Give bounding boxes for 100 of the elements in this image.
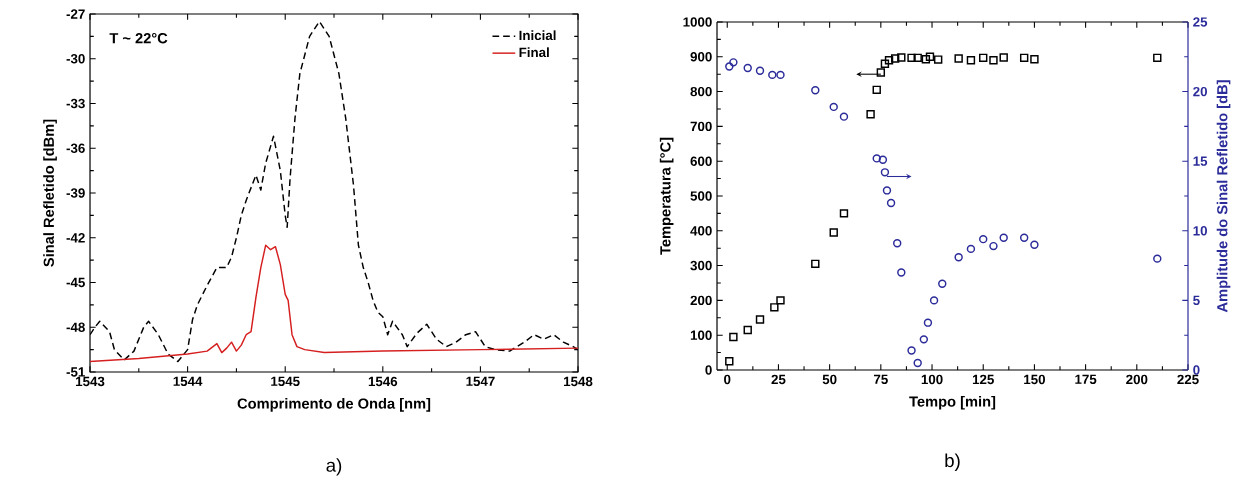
y-tick-label: -33 xyxy=(66,98,85,109)
legend-label: Final xyxy=(519,47,549,58)
annotation: T ~ 22°C xyxy=(109,33,168,44)
y2-tick-label: 0 xyxy=(1193,365,1200,375)
point xyxy=(897,268,906,277)
y-tick-label: -39 xyxy=(66,188,85,198)
y2-tick-label: 10 xyxy=(1193,226,1207,236)
point xyxy=(933,55,943,64)
point xyxy=(954,253,963,262)
x-tick-label: 25 xyxy=(771,374,786,385)
y-tick-label: 800 xyxy=(690,86,712,97)
point xyxy=(979,53,988,63)
point xyxy=(897,53,906,62)
point xyxy=(829,228,838,237)
point xyxy=(725,357,734,366)
y2-axis-title: Amplitude do Sinal Refletido [dB] xyxy=(1216,80,1231,313)
y-tick-label: -51 xyxy=(66,367,85,377)
point xyxy=(893,239,902,248)
x-tick-label: 175 xyxy=(1075,374,1097,384)
point xyxy=(907,346,916,355)
y-tick-label: 400 xyxy=(690,226,712,236)
point xyxy=(907,53,916,63)
y2-tick-label: 5 xyxy=(1193,295,1200,306)
point xyxy=(979,234,988,244)
point xyxy=(880,168,890,177)
x-tick-label: 1547 xyxy=(466,376,495,386)
x-tick-label: 1545 xyxy=(271,376,300,386)
x-tick-label: 150 xyxy=(1024,374,1045,385)
x-tick-label: 1543 xyxy=(76,376,105,387)
point xyxy=(872,85,881,95)
point xyxy=(880,59,890,68)
point xyxy=(1019,53,1029,63)
x-tick-label: 50 xyxy=(822,374,837,385)
x-tick-label: 200 xyxy=(1126,374,1148,385)
y-tick-label: -48 xyxy=(66,322,85,332)
point xyxy=(829,102,838,112)
point xyxy=(878,155,888,164)
y-tick-label: 500 xyxy=(690,191,712,201)
point xyxy=(866,110,875,119)
y-tick-label: 200 xyxy=(690,295,712,306)
point xyxy=(890,54,900,63)
point xyxy=(768,70,777,80)
text: b) xyxy=(945,453,960,471)
y-tick-label: 1000 xyxy=(683,17,712,27)
point xyxy=(1019,233,1029,242)
y-tick-label: 300 xyxy=(690,260,712,271)
point xyxy=(954,54,963,63)
x-tick-label: 1546 xyxy=(368,376,398,387)
point xyxy=(729,332,738,342)
point xyxy=(1030,240,1039,249)
point xyxy=(938,279,947,288)
y-tick-label: -42 xyxy=(66,233,85,243)
point xyxy=(923,318,933,327)
y-tick-label: -36 xyxy=(66,143,85,153)
point xyxy=(1153,53,1162,63)
y-tick-label: 900 xyxy=(690,52,712,62)
point xyxy=(925,52,935,61)
line-series xyxy=(90,244,579,363)
point xyxy=(966,56,976,65)
y-tick-label: 700 xyxy=(690,121,712,132)
point xyxy=(839,209,849,218)
x-tick-label: 100 xyxy=(921,374,943,385)
point xyxy=(839,112,849,121)
point xyxy=(872,154,881,163)
point xyxy=(770,303,779,312)
point xyxy=(989,56,998,65)
point xyxy=(1153,254,1162,263)
point xyxy=(755,315,765,324)
y-axis-title: Sinal Refletido [dBm] xyxy=(43,119,57,267)
point xyxy=(913,358,922,368)
point xyxy=(913,53,922,63)
x-axis-title: Comprimento de Onda [nm] xyxy=(237,397,431,412)
point xyxy=(886,198,896,208)
point xyxy=(876,68,886,77)
point xyxy=(919,335,929,344)
point xyxy=(729,58,738,67)
y2-tick-label: 25 xyxy=(1193,17,1208,27)
point xyxy=(776,296,785,305)
x-tick-label: 0 xyxy=(724,374,731,385)
x-tick-label: 1548 xyxy=(564,376,593,387)
point xyxy=(999,233,1008,242)
point xyxy=(743,325,752,335)
point xyxy=(811,259,820,269)
y-axis-title: Temperatura [°C] xyxy=(659,137,674,255)
y-tick-label: 0 xyxy=(705,365,712,375)
point xyxy=(755,66,765,75)
point xyxy=(989,241,998,251)
point xyxy=(725,62,734,71)
y2-tick-label: 15 xyxy=(1193,156,1208,166)
point xyxy=(999,53,1008,62)
y-tick-label: 100 xyxy=(690,330,712,340)
y-tick-label: -45 xyxy=(66,277,85,288)
point xyxy=(929,296,939,305)
y-tick-label: -30 xyxy=(66,54,85,64)
point xyxy=(776,70,785,80)
y-tick-label: 600 xyxy=(690,156,712,166)
x-tick-label: 1544 xyxy=(173,376,203,386)
x-tick-label: 75 xyxy=(873,374,888,384)
point xyxy=(921,55,931,64)
y-tick-label: -27 xyxy=(66,9,85,19)
